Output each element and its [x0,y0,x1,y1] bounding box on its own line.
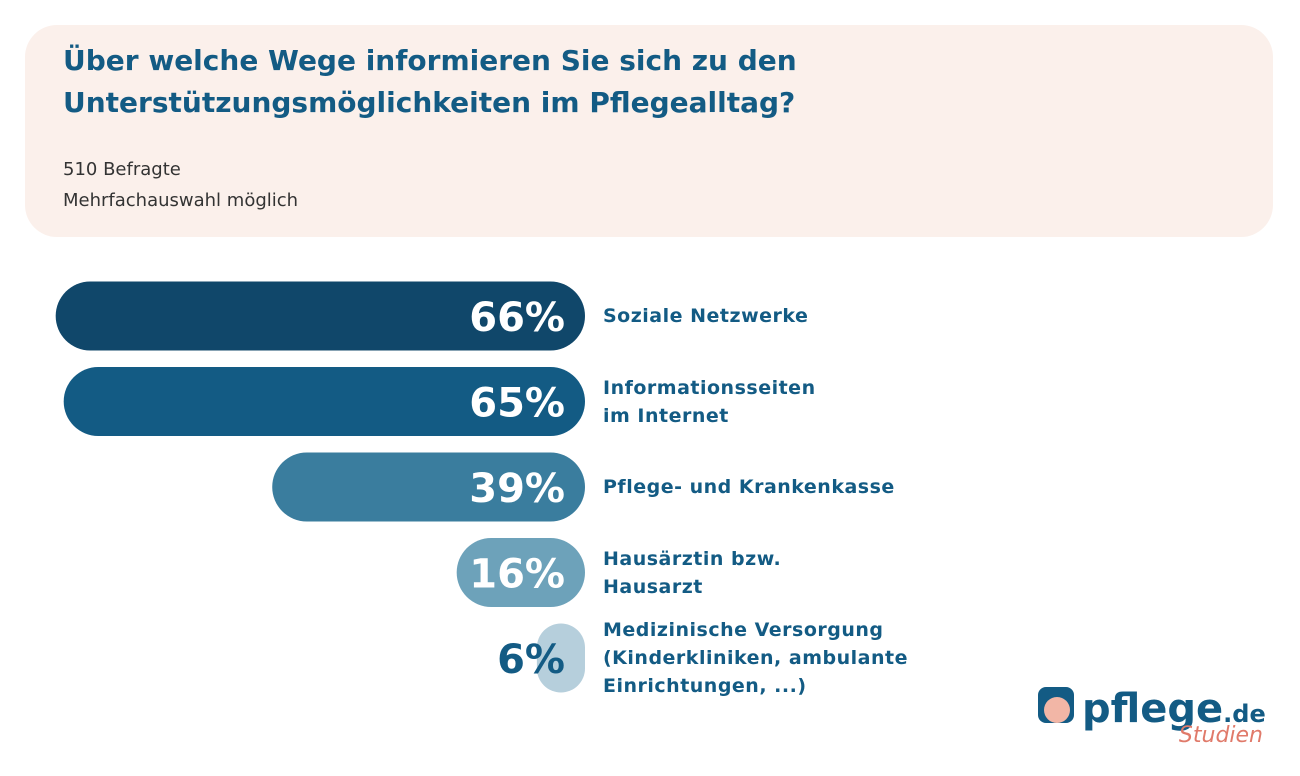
category-label: Pflege- und Krankenkasse [603,476,895,498]
value-label: 39% [469,466,565,512]
logo-brand: pflege [1082,686,1223,732]
value-label: 16% [469,552,565,598]
logo-icon [1044,697,1070,723]
chart-title: Über welche Wege informieren Sie sich zu… [63,43,797,119]
subtitle: 510 Befragte [63,159,181,180]
logo-tagline: Studien [1179,723,1263,748]
logo-domain: .de [1223,700,1266,728]
value-label: 66% [469,295,565,341]
category-label: Medizinische Versorgung (Kinderkliniken,… [603,619,908,697]
bar [55,281,586,351]
subtitle: Mehrfachauswahl möglich [63,190,298,211]
category-label: Hausärztin bzw. Hausarzt [603,547,782,598]
bar [63,367,585,436]
category-label: Informationsseiten im Internet [603,376,816,427]
logo-text: pflege.de [1082,686,1266,732]
bar [456,538,585,607]
value-label: 65% [469,381,565,427]
value-label: 6% [497,637,565,683]
category-label: Soziale Netzwerke [603,305,809,327]
bar [272,452,585,522]
logo: pflege.de Studien [1038,686,1266,748]
bar [536,623,585,693]
header-card [25,25,1273,237]
